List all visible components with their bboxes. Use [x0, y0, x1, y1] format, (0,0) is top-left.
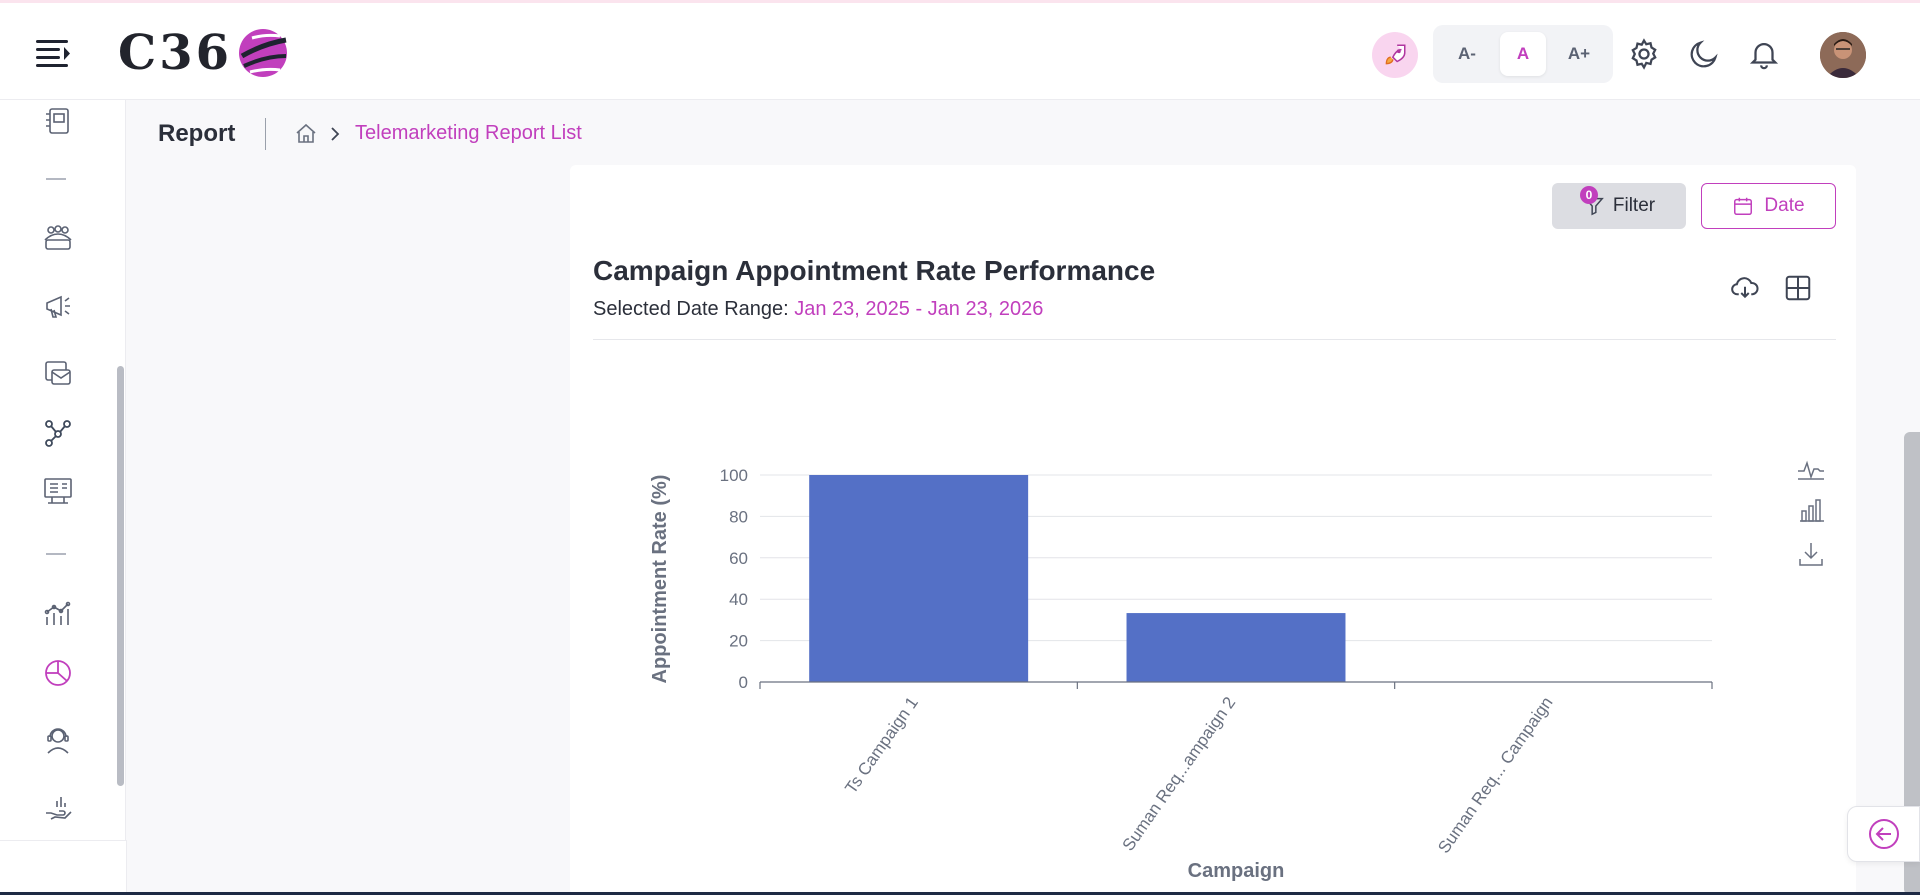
font-increase-button[interactable]: A+ [1567, 44, 1591, 63]
date-label: Date [1764, 195, 1805, 216]
line-chart-toggle-icon[interactable] [1796, 453, 1826, 483]
dialer-icon[interactable] [40, 103, 76, 139]
calendar-icon [1734, 197, 1753, 215]
hand-chart-icon[interactable] [40, 790, 76, 826]
workflow-icon[interactable] [40, 415, 76, 451]
logo-text: C36 [118, 25, 232, 81]
bar-2[interactable] [1126, 613, 1346, 682]
y-tick-label: 100 [720, 466, 748, 485]
breadcrumb-current[interactable]: Telemarketing Report List [355, 122, 582, 144]
x-tick-label: Suman Req... Campaign [1434, 693, 1556, 856]
filter-label: Filter [1612, 195, 1656, 216]
font-default-button[interactable]: A [1500, 32, 1546, 76]
back-arrow-button[interactable] [1847, 806, 1920, 862]
megaphone-icon[interactable] [40, 288, 76, 324]
appointment-rate-chart: 0 20 40 60 80 100 Ts Campaign 1 Suman Req...amp… [649, 466, 1713, 882]
home-icon[interactable] [294, 122, 318, 146]
page-title: Report [158, 120, 236, 147]
taskbar-edge [0, 892, 1920, 895]
training-icon[interactable] [40, 473, 76, 509]
chart-title: Campaign Appointment Rate Performance [593, 255, 1156, 286]
font-decrease-button[interactable]: A- [1458, 44, 1476, 63]
report-pie-icon[interactable] [40, 655, 76, 691]
bell-icon[interactable] [1747, 37, 1781, 71]
moon-icon[interactable] [1687, 37, 1721, 71]
y-tick-label: 40 [729, 590, 748, 609]
y-tick-label: 20 [729, 632, 748, 651]
sidebar-scrollbar-thumb[interactable] [117, 366, 124, 786]
agent-headset-icon[interactable] [40, 722, 76, 758]
x-tick-label: Suman Req...ampaign 2 [1119, 693, 1240, 854]
date-range: Selected Date Range: Jan 23, 2025 - Jan … [593, 298, 1043, 321]
x-axis-title: Campaign [1188, 860, 1285, 882]
sidebar-footer [0, 840, 127, 895]
y-tick-label: 0 [739, 673, 748, 692]
y-axis-title: Appointment Rate (%) [649, 475, 671, 684]
filter-button[interactable]: 0 Filter [1552, 183, 1686, 229]
y-tick-label: 80 [729, 507, 748, 526]
font-size-switcher: A- A A+ [1433, 25, 1613, 83]
filter-icon [1584, 197, 1604, 216]
date-button[interactable]: Date [1701, 183, 1836, 229]
x-tick-label: Ts Campaign 1 [841, 693, 922, 797]
hamburger-menu-icon[interactable] [36, 38, 72, 68]
logo-globe-icon [239, 29, 287, 77]
page-scrollbar-thumb[interactable] [1904, 432, 1920, 895]
breadcrumb-chevron-icon [331, 127, 340, 141]
bar-1[interactable] [809, 475, 1029, 682]
mail-icon[interactable] [40, 355, 76, 391]
report-card: 0 Filter Date Campaign Appointment Rate … [570, 165, 1856, 895]
filter-count-badge: 0 [1580, 186, 1598, 204]
title-separator [265, 118, 266, 150]
download-image-icon[interactable] [1796, 539, 1826, 569]
rocket-icon[interactable] [1372, 32, 1418, 78]
sidebar-divider [46, 553, 66, 555]
team-icon[interactable] [40, 220, 76, 256]
date-range-label: Selected Date Range: [593, 298, 795, 320]
top-header: C36 A- A A+ [0, 0, 1920, 100]
back-arrow-icon [1868, 819, 1899, 849]
left-sidebar [0, 100, 126, 840]
sidebar-divider [46, 178, 66, 180]
cloud-download-icon[interactable] [1730, 273, 1760, 303]
gear-icon[interactable] [1627, 37, 1661, 71]
y-tick-label: 60 [729, 549, 748, 568]
card-divider [593, 339, 1836, 340]
table-view-icon[interactable] [1783, 273, 1813, 303]
date-range-value: Jan 23, 2025 - Jan 23, 2026 [794, 298, 1044, 320]
analytics-icon[interactable] [40, 595, 76, 631]
bar-chart-toggle-icon[interactable] [1796, 495, 1826, 525]
app-logo[interactable]: C36 [118, 23, 290, 83]
user-avatar[interactable] [1820, 32, 1866, 78]
